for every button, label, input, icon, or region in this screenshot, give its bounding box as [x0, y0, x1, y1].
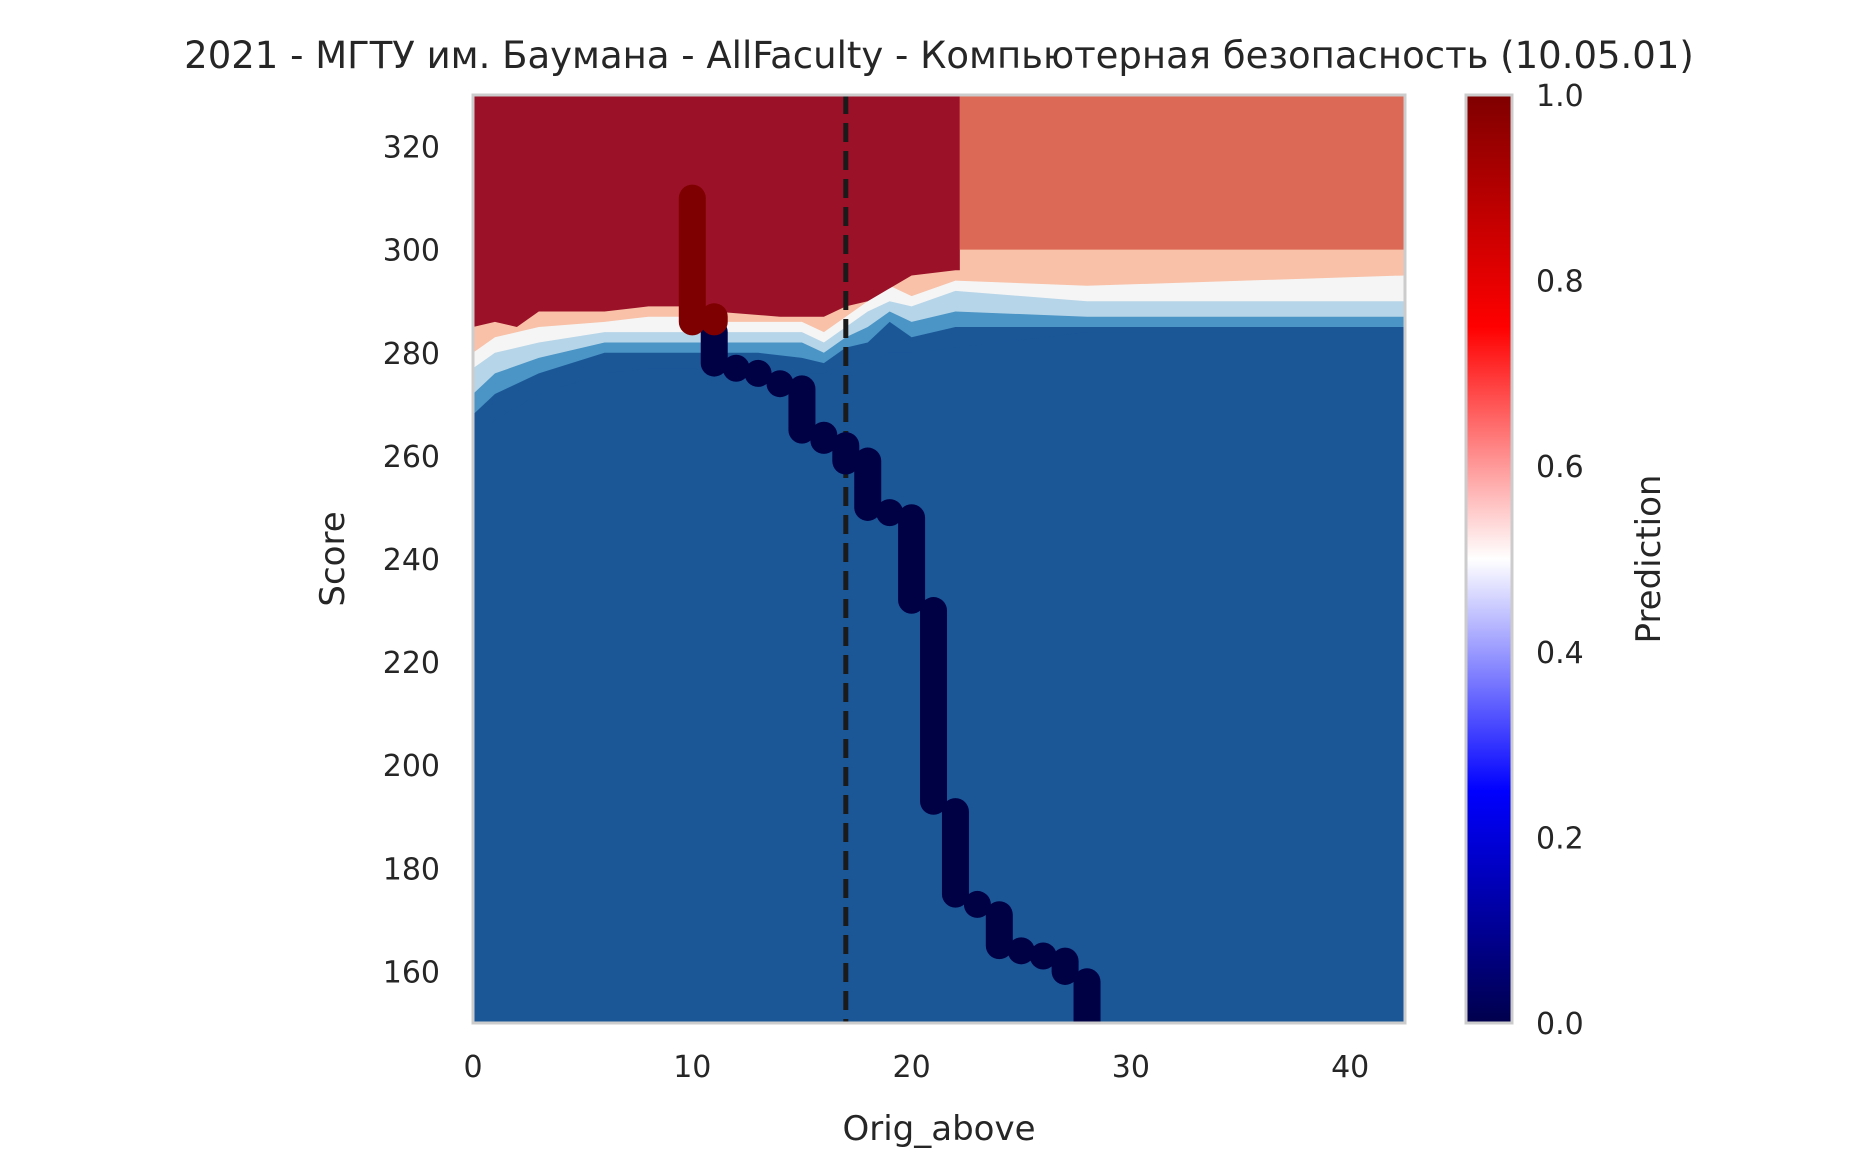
- y-tick-label: 180: [383, 852, 440, 887]
- colorbar-tick-label: 0.6: [1536, 450, 1584, 485]
- data-points: [678, 184, 1101, 1023]
- y-tick-label: 160: [383, 955, 440, 990]
- y-axis-ticks: 160 180 200 220 240 260 280 300 320: [383, 131, 440, 991]
- y-tick-label: 280: [383, 337, 440, 372]
- colorbar: 0.0 0.2 0.4 0.6 0.8 1.0 Prediction: [1464, 79, 1669, 1042]
- y-tick-label: 240: [383, 543, 440, 578]
- plot-frame: [471, 93, 1407, 1025]
- y-tick-label: 220: [383, 646, 440, 681]
- x-axis-ticks: 0 10 20 30 40: [463, 1050, 1369, 1085]
- colorbar-tick-label: 1.0: [1536, 79, 1584, 114]
- y-tick-label: 320: [383, 131, 440, 166]
- colorbar-ticks: 0.0 0.2 0.4 0.6 0.8 1.0: [1536, 79, 1584, 1042]
- x-tick-label: 10: [673, 1050, 711, 1085]
- x-tick-label: 30: [1112, 1050, 1150, 1085]
- x-tick-label: 40: [1331, 1050, 1369, 1085]
- prediction-regions: [473, 95, 1405, 1023]
- chart-title: 2021 - МГТУ им. Баумана - AllFaculty - К…: [184, 34, 1694, 77]
- y-axis-label: Score: [313, 511, 353, 606]
- region-level-0-8: [959, 95, 1405, 250]
- colorbar-tick-label: 0.0: [1536, 1007, 1584, 1042]
- x-tick-label: 0: [463, 1050, 482, 1085]
- x-axis-label: Orig_above: [842, 1109, 1035, 1149]
- colorbar-tick-label: 0.4: [1536, 636, 1584, 671]
- colorbar-label: Prediction: [1629, 475, 1669, 644]
- y-tick-label: 200: [383, 749, 440, 784]
- plot-area: [473, 95, 1405, 1023]
- colorbar-tick-label: 0.8: [1536, 265, 1584, 300]
- colorbar-gradient: [1464, 93, 1514, 1025]
- colorbar-tick-label: 0.2: [1536, 821, 1584, 856]
- x-tick-label: 20: [892, 1050, 930, 1085]
- y-tick-label: 260: [383, 440, 440, 475]
- region-level-0-95: [473, 95, 960, 327]
- y-tick-label: 300: [383, 234, 440, 269]
